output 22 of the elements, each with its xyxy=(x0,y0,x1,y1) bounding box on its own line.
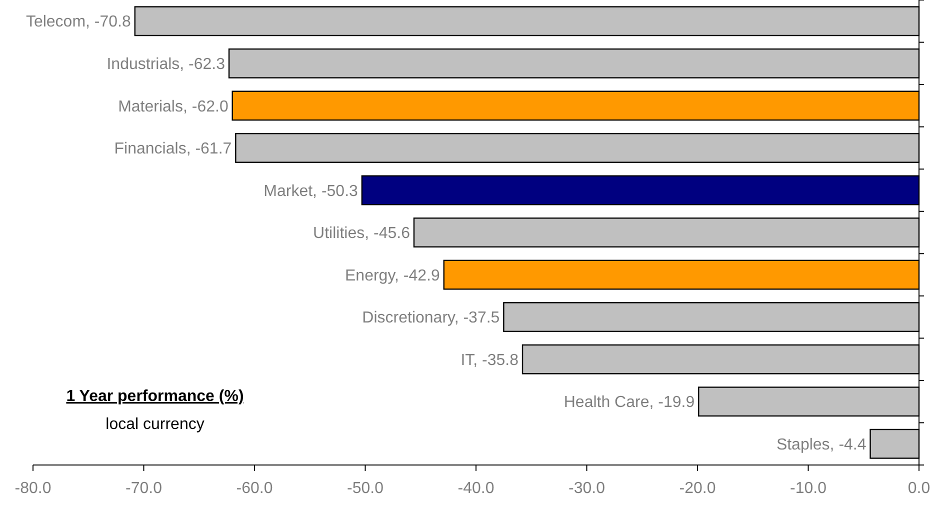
text: 1 Year performance (%) xyxy=(66,388,244,405)
x-tick-label: -50.0 xyxy=(347,480,384,497)
y-tick-label: IT, -35.8 xyxy=(460,352,519,369)
y-tick-label: Financials, -61.7 xyxy=(114,140,232,158)
y-tick-label: Utilities, -45.6 xyxy=(313,225,410,242)
x-tick-label: -20.0 xyxy=(679,480,716,497)
x-tick-label: -80.0 xyxy=(14,480,52,497)
y-tick-label: Market, -50.3 xyxy=(264,182,358,200)
y-tick-label: Energy, -42.9 xyxy=(345,267,440,284)
y-tick-label: Discretionary, -37.5 xyxy=(362,310,500,327)
x-tick-label: -10.0 xyxy=(790,480,827,497)
y-tick-label: Industrials, -62.3 xyxy=(106,56,226,74)
x-tick-label: -40.0 xyxy=(458,480,494,497)
text: local currency xyxy=(106,416,204,433)
y-tick-label: Health Care, -19.9 xyxy=(564,394,695,412)
y-tick-label: Materials, -62.0 xyxy=(118,98,228,116)
x-tick-label: -60.0 xyxy=(236,480,273,497)
y-tick-label: Telecom, -70.8 xyxy=(26,14,131,31)
y-tick-label: Staples, -4.4 xyxy=(776,436,866,454)
x-tick-label: -30.0 xyxy=(568,480,606,497)
x-tick-label: 0.0 xyxy=(908,480,930,497)
x-tick-label: -70.0 xyxy=(126,480,162,497)
